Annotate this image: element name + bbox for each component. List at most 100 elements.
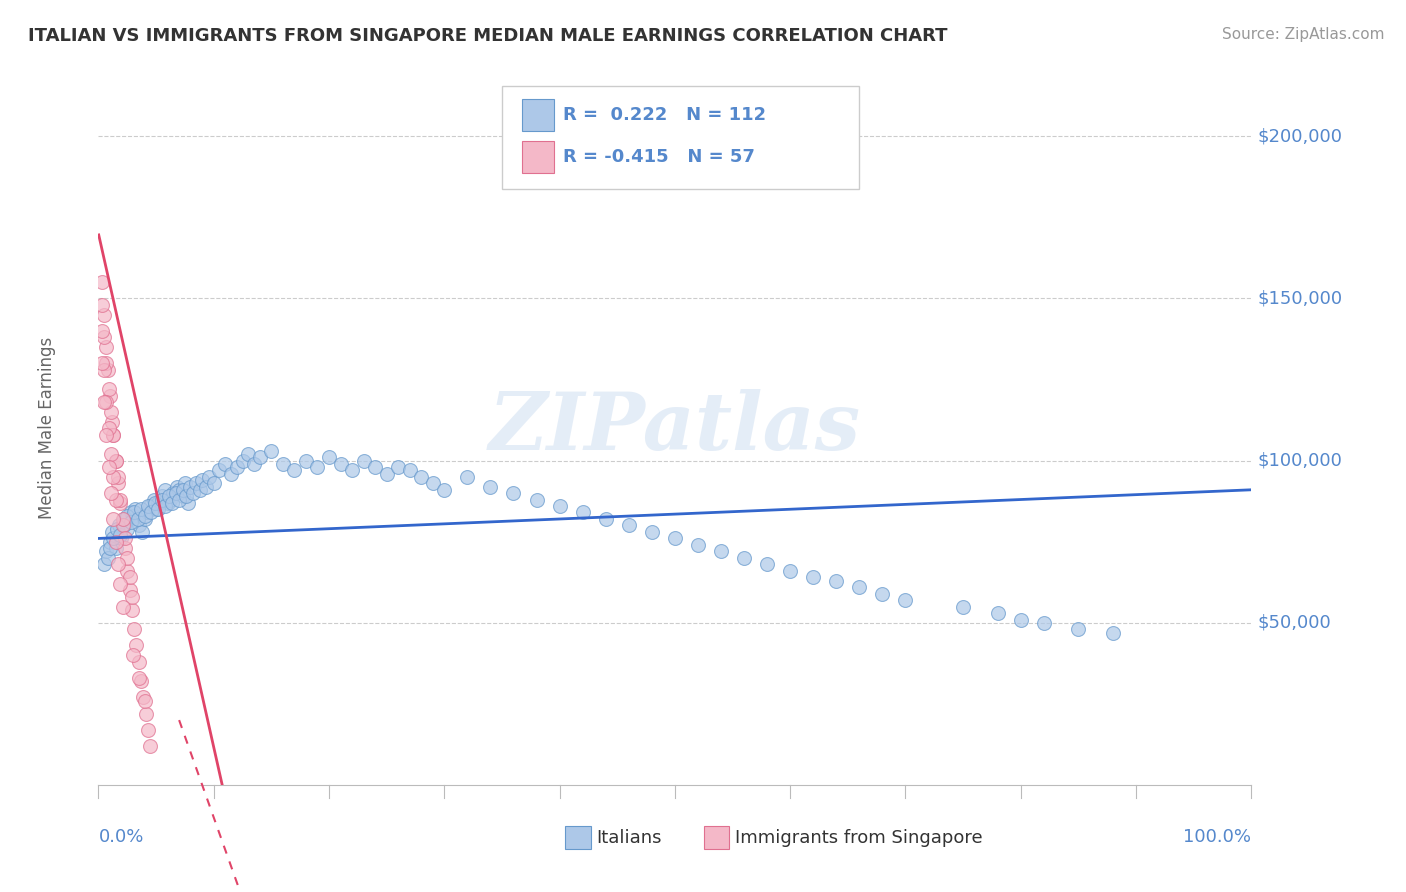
- Point: [97, 382, 120, 396]
- Point: [231, 453, 254, 467]
- Point: [121, 603, 143, 617]
- Text: Source: ZipAtlas.com: Source: ZipAtlas.com: [1222, 27, 1385, 42]
- Point: [387, 460, 409, 475]
- Text: R = -0.415   N = 57: R = -0.415 N = 57: [562, 148, 755, 166]
- Point: [90, 356, 112, 370]
- Point: [353, 453, 375, 467]
- Point: [139, 739, 162, 753]
- Point: [132, 690, 155, 705]
- Point: [179, 479, 201, 493]
- Point: [208, 463, 231, 477]
- Point: [128, 655, 150, 669]
- Point: [104, 534, 127, 549]
- Point: [117, 522, 139, 536]
- Point: [548, 499, 571, 513]
- Point: [93, 308, 115, 322]
- Point: [243, 457, 266, 471]
- Point: [283, 463, 305, 477]
- Point: [188, 483, 211, 497]
- Point: [617, 518, 640, 533]
- Point: [135, 706, 157, 721]
- Point: [108, 518, 131, 533]
- Point: [260, 443, 283, 458]
- Point: [134, 508, 156, 523]
- Point: [125, 639, 148, 653]
- Point: [160, 496, 183, 510]
- Point: [122, 508, 145, 523]
- Point: [103, 470, 125, 484]
- Text: $200,000: $200,000: [1257, 128, 1343, 145]
- Point: [122, 506, 145, 520]
- Point: [129, 502, 152, 516]
- Point: [110, 577, 132, 591]
- Point: [93, 395, 115, 409]
- Point: [110, 496, 132, 510]
- Text: ITALIAN VS IMMIGRANTS FROM SINGAPORE MEDIAN MALE EARNINGS CORRELATION CHART: ITALIAN VS IMMIGRANTS FROM SINGAPORE MED…: [28, 27, 948, 45]
- Point: [987, 606, 1010, 620]
- Point: [186, 476, 208, 491]
- Bar: [522, 99, 554, 130]
- Point: [107, 470, 129, 484]
- Point: [177, 496, 200, 510]
- Point: [167, 483, 190, 497]
- Point: [103, 427, 125, 442]
- Point: [107, 558, 129, 572]
- Point: [141, 506, 163, 520]
- Text: $100,000: $100,000: [1257, 451, 1341, 469]
- Point: [318, 450, 340, 465]
- Point: [105, 522, 128, 536]
- Point: [825, 574, 848, 588]
- Text: Median Male Earnings: Median Male Earnings: [38, 337, 56, 519]
- Point: [120, 515, 142, 529]
- Point: [433, 483, 456, 497]
- Point: [96, 427, 118, 442]
- Point: [117, 564, 139, 578]
- Point: [111, 599, 134, 614]
- Point: [756, 558, 779, 572]
- Point: [118, 570, 141, 584]
- Point: [198, 470, 221, 484]
- Point: [801, 570, 824, 584]
- Point: [101, 524, 124, 539]
- Point: [664, 532, 686, 546]
- Point: [135, 506, 157, 520]
- Point: [100, 486, 122, 500]
- Point: [97, 363, 120, 377]
- Point: [150, 489, 173, 503]
- Point: [145, 502, 167, 516]
- Point: [124, 502, 146, 516]
- Point: [733, 550, 755, 565]
- Point: [129, 674, 152, 689]
- Point: [110, 532, 132, 546]
- Point: [181, 486, 204, 500]
- Point: [375, 467, 398, 481]
- Point: [364, 460, 387, 475]
- Point: [502, 486, 524, 500]
- Text: ZIPatlas: ZIPatlas: [489, 390, 860, 467]
- Point: [526, 492, 548, 507]
- Point: [103, 427, 125, 442]
- Point: [110, 492, 132, 507]
- Point: [779, 564, 801, 578]
- Point: [110, 528, 132, 542]
- Point: [128, 671, 150, 685]
- Point: [97, 550, 120, 565]
- Point: [157, 489, 180, 503]
- Point: [100, 447, 122, 461]
- Point: [202, 476, 225, 491]
- Point: [121, 590, 143, 604]
- Point: [98, 389, 121, 403]
- Point: [271, 457, 294, 471]
- Point: [238, 447, 260, 461]
- Point: [398, 463, 420, 477]
- Point: [340, 463, 363, 477]
- Text: $50,000: $50,000: [1257, 614, 1331, 632]
- Point: [96, 395, 118, 409]
- Point: [329, 457, 352, 471]
- Point: [118, 583, 141, 598]
- Point: [143, 496, 166, 510]
- FancyBboxPatch shape: [502, 86, 859, 189]
- Point: [148, 502, 170, 516]
- Point: [136, 723, 159, 737]
- Point: [172, 483, 194, 497]
